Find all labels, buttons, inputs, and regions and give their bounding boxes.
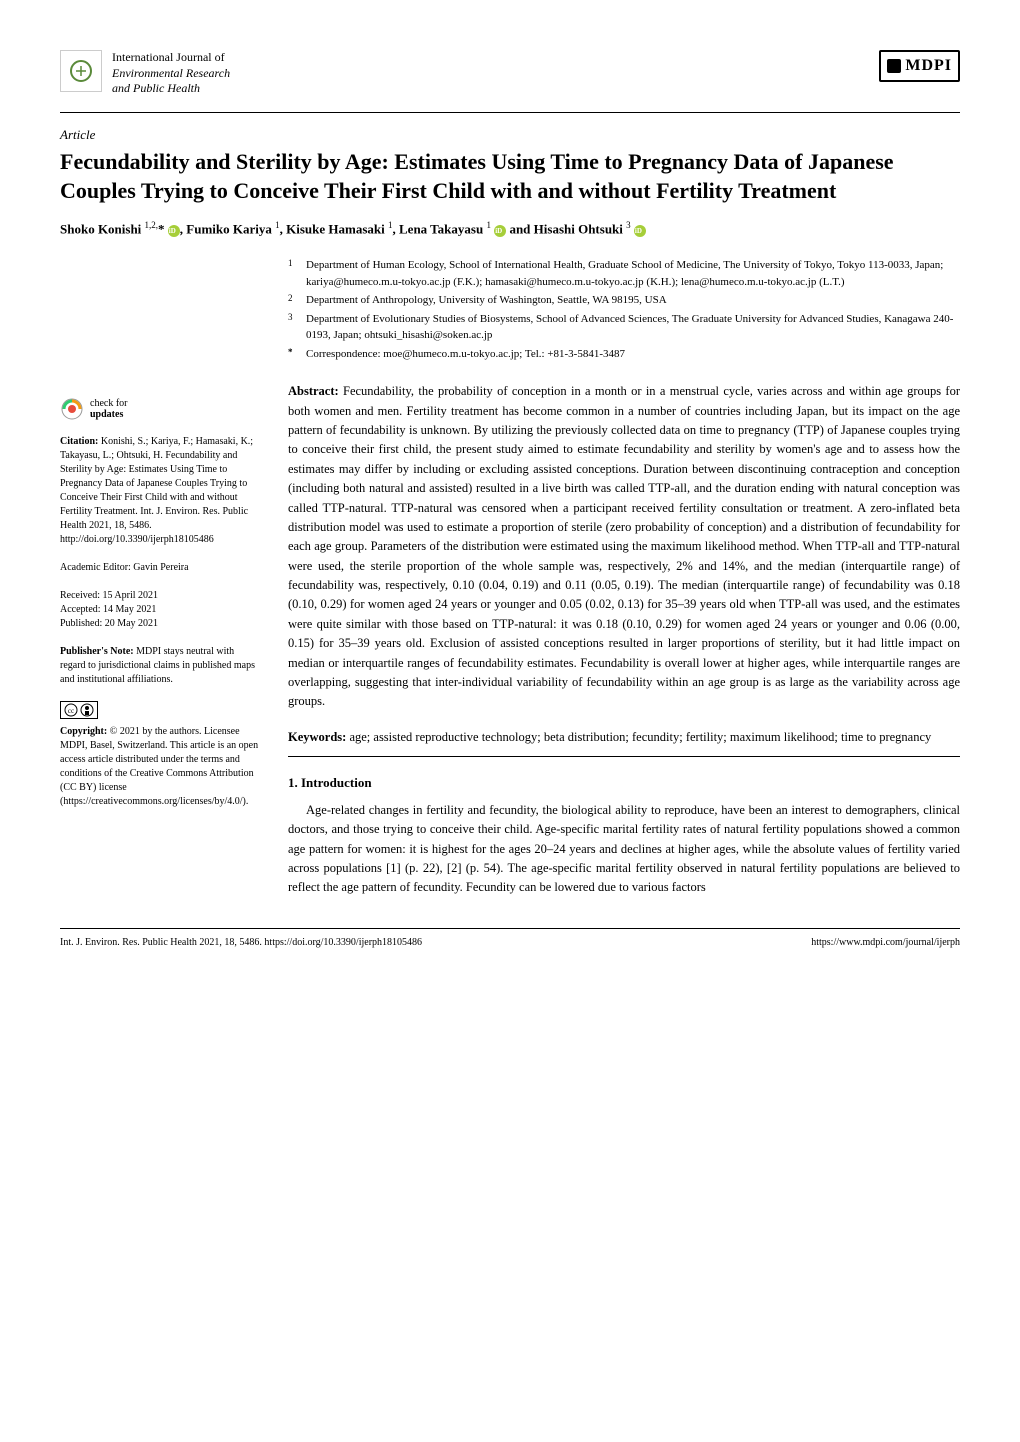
author-3-sup: 1 [388,220,393,230]
abstract-text: Fecundability, the probability of concep… [288,384,960,708]
journal-icon [60,50,102,92]
keywords-divider [288,756,960,757]
keywords-label: Keywords: [288,730,346,744]
author-1: Shoko Konishi [60,222,141,237]
journal-line3: and Public Health [112,81,230,97]
header-row: International Journal of Environmental R… [60,50,960,97]
date-accepted: Accepted: 14 May 2021 [60,603,260,617]
abstract-block: Abstract: Fecundability, the probability… [288,382,960,711]
affiliation-3: 3 Department of Evolutionary Studies of … [288,311,960,344]
copyright-block: Copyright: © 2021 by the authors. Licens… [60,725,260,809]
journal-line2: Environmental Research [112,66,230,82]
correspondence: * Correspondence: moe@humeco.m.u-tokyo.a… [288,346,960,363]
keywords-text: age; assisted reproductive technology; b… [349,730,931,744]
author-3: Kisuke Hamasaki [286,222,385,237]
section-1-para-1: Age-related changes in fertility and fec… [288,801,960,898]
footer-right: https://www.mdpi.com/journal/ijerph [811,935,960,950]
check-line2: updates [90,409,127,420]
publisher-note-label: Publisher's Note: [60,646,134,657]
right-main-column: 1 Department of Human Ecology, School of… [288,257,960,898]
author-4: Lena Takayasu [399,222,483,237]
aff-2-text: Department of Anthropology, University o… [306,292,667,309]
authors-line: Shoko Konishi 1,2,* , Fumiko Kariya 1, K… [60,219,960,239]
author-5: Hisashi Ohtsuki [534,222,623,237]
aff-1-text: Department of Human Ecology, School of I… [306,257,960,290]
author-5-sup: 3 [626,220,631,230]
copyright-text: © 2021 by the authors. Licensee MDPI, Ba… [60,726,258,807]
aff-2-num: 2 [288,292,298,309]
citation-label: Citation: [60,436,98,447]
affiliation-2: 2 Department of Anthropology, University… [288,292,960,309]
corr-text: Correspondence: moe@humeco.m.u-tokyo.ac.… [306,346,625,363]
check-updates-text: check for updates [90,398,127,420]
keywords-block: Keywords: age; assisted reproductive tec… [288,728,960,747]
page-footer: Int. J. Environ. Res. Public Health 2021… [60,928,960,950]
affiliation-1: 1 Department of Human Ecology, School of… [288,257,960,290]
journal-name: International Journal of Environmental R… [112,50,230,97]
aff-1-num: 1 [288,257,298,290]
abstract-label: Abstract: [288,384,339,398]
check-updates-icon [60,397,84,421]
author-2-sup: 1 [275,220,280,230]
copyright-label: Copyright: [60,726,107,737]
cc-icon: cc [60,701,98,719]
aff-3-num: 3 [288,311,298,344]
citation-text: Konishi, S.; Kariya, F.; Hamasaki, K.; T… [60,436,253,545]
orcid-icon [634,225,646,237]
date-received: Received: 15 April 2021 [60,589,260,603]
journal-logo-block: International Journal of Environmental R… [60,50,230,97]
publisher-note-block: Publisher's Note: MDPI stays neutral wit… [60,645,260,687]
cc-license-row: cc [60,701,260,719]
author-4-sup: 1 [486,220,491,230]
aff-3-text: Department of Evolutionary Studies of Bi… [306,311,960,344]
dates-block: Received: 15 April 2021 Accepted: 14 May… [60,589,260,631]
academic-editor: Academic Editor: Gavin Pereira [60,561,260,575]
svg-text:cc: cc [68,707,74,715]
affiliations-block: 1 Department of Human Ecology, School of… [288,257,960,362]
check-updates-badge[interactable]: check for updates [60,397,260,421]
left-sidebar: check for updates Citation: Konishi, S.;… [60,257,260,898]
orcid-icon [168,225,180,237]
section-1-heading: 1. Introduction [288,773,960,793]
header-divider [60,112,960,113]
check-line1: check for [90,398,127,409]
publisher-logo: MDPI [879,50,960,82]
citation-block: Citation: Konishi, S.; Kariya, F.; Hamas… [60,435,260,547]
article-title: Fecundability and Sterility by Age: Esti… [60,148,960,205]
orcid-icon [494,225,506,237]
author-2: Fumiko Kariya [186,222,272,237]
footer-left: Int. J. Environ. Res. Public Health 2021… [60,935,422,950]
article-type: Article [60,125,960,145]
journal-line1: International Journal of [112,50,230,66]
corr-sym: * [288,346,298,363]
author-1-sup: 1,2, [145,220,159,230]
two-column-layout: check for updates Citation: Konishi, S.;… [60,257,960,898]
date-published: Published: 20 May 2021 [60,617,260,631]
